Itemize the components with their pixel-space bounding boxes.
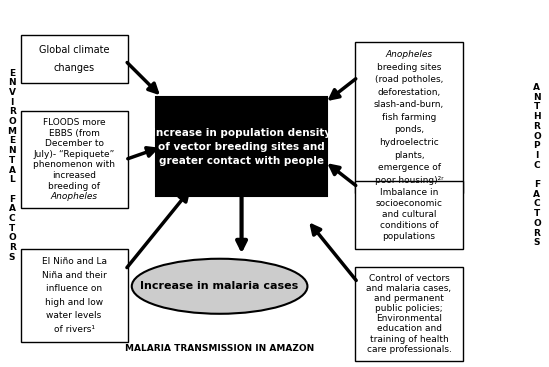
Text: Anopheles: Anopheles bbox=[51, 192, 98, 201]
FancyBboxPatch shape bbox=[21, 111, 127, 208]
Text: and permanent: and permanent bbox=[374, 294, 444, 303]
Text: Imbalance in: Imbalance in bbox=[380, 188, 438, 197]
Text: changes: changes bbox=[54, 62, 94, 73]
Text: deforestation,: deforestation, bbox=[377, 88, 441, 97]
Text: emergence of: emergence of bbox=[378, 163, 440, 172]
FancyBboxPatch shape bbox=[21, 35, 127, 83]
Text: of rivers¹: of rivers¹ bbox=[54, 325, 94, 334]
Text: plants,: plants, bbox=[394, 150, 424, 160]
Text: water levels: water levels bbox=[47, 311, 102, 320]
Ellipse shape bbox=[132, 259, 307, 314]
Text: December to: December to bbox=[44, 139, 104, 148]
FancyBboxPatch shape bbox=[156, 97, 327, 196]
FancyBboxPatch shape bbox=[21, 249, 127, 342]
Text: poor housing)²ʳ: poor housing)²ʳ bbox=[374, 176, 444, 185]
Text: training of health: training of health bbox=[369, 335, 449, 344]
Text: socioeconomic: socioeconomic bbox=[376, 199, 442, 208]
Text: MALARIA TRANSMISSION IN AMAZON: MALARIA TRANSMISSION IN AMAZON bbox=[125, 344, 314, 353]
Text: Global climate: Global climate bbox=[39, 45, 109, 55]
FancyBboxPatch shape bbox=[356, 42, 462, 193]
Text: slash-and-burn,: slash-and-burn, bbox=[374, 101, 444, 109]
Text: hydroelectric: hydroelectric bbox=[379, 138, 439, 147]
Text: care professionals.: care professionals. bbox=[367, 345, 451, 354]
FancyBboxPatch shape bbox=[356, 267, 462, 360]
Text: Increase in population density
of vector breeding sites and
greater contact with: Increase in population density of vector… bbox=[152, 128, 331, 166]
Text: ponds,: ponds, bbox=[394, 126, 424, 134]
Text: education and: education and bbox=[377, 324, 441, 334]
FancyBboxPatch shape bbox=[356, 181, 462, 249]
Text: Niña and their: Niña and their bbox=[42, 270, 107, 280]
Text: populations: populations bbox=[383, 232, 435, 241]
Text: Environmental: Environmental bbox=[376, 315, 442, 323]
Text: breeding sites: breeding sites bbox=[377, 63, 441, 72]
Text: Control of vectors: Control of vectors bbox=[368, 274, 450, 283]
Text: A
N
T
H
R
O
P
I
C
 
F
A
C
T
O
R
S: A N T H R O P I C F A C T O R S bbox=[533, 83, 541, 247]
Text: public policies;: public policies; bbox=[375, 304, 443, 313]
Text: conditions of: conditions of bbox=[380, 221, 438, 230]
Text: Anopheles: Anopheles bbox=[385, 50, 433, 59]
Text: phenomenon with: phenomenon with bbox=[33, 160, 115, 170]
Text: El Niño and La: El Niño and La bbox=[42, 257, 107, 266]
Text: July)- “Repiquete”: July)- “Repiquete” bbox=[33, 150, 115, 159]
Text: high and low: high and low bbox=[45, 298, 103, 307]
Text: and cultural: and cultural bbox=[382, 210, 436, 219]
Text: influence on: influence on bbox=[46, 284, 102, 293]
Text: FLOODS more: FLOODS more bbox=[43, 118, 105, 127]
Text: (road potholes,: (road potholes, bbox=[375, 75, 443, 84]
Text: breeding of: breeding of bbox=[48, 182, 100, 190]
Text: EBBS (from: EBBS (from bbox=[49, 129, 99, 138]
Text: increased: increased bbox=[52, 171, 96, 180]
Text: Increase in malaria cases: Increase in malaria cases bbox=[141, 281, 299, 291]
Text: E
N
V
I
R
O
M
E
N
T
A
L
 
F
A
C
T
O
R
S: E N V I R O M E N T A L F A C T O R S bbox=[8, 69, 16, 262]
Text: and malaria cases,: and malaria cases, bbox=[366, 284, 452, 293]
Text: fish farming: fish farming bbox=[382, 113, 436, 122]
